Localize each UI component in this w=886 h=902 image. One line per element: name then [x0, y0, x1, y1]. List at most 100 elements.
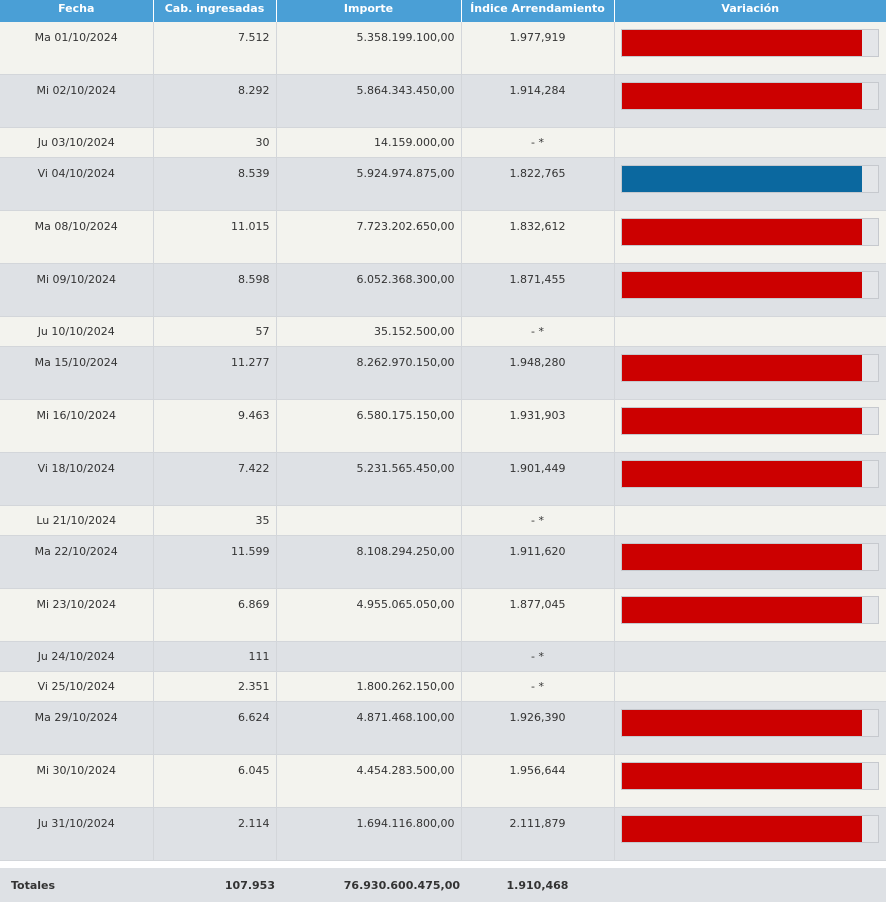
cell-fecha: Vi 18/10/2024: [0, 453, 153, 506]
cell-importe: 5.231.565.450,00: [276, 453, 461, 506]
cell-indice: - *: [461, 317, 614, 347]
cell-fecha: Ma 22/10/2024: [0, 536, 153, 589]
cell-importe: 35.152.500,00: [276, 317, 461, 347]
cell-cab-ingresadas: 11.277: [153, 347, 276, 400]
totals-indice: 1.910,468: [461, 868, 614, 902]
cell-fecha: Lu 21/10/2024: [0, 506, 153, 536]
cell-cab-ingresadas: 111: [153, 642, 276, 672]
variation-bar-track: [621, 596, 879, 624]
cell-fecha: Mi 16/10/2024: [0, 400, 153, 453]
cell-cab-ingresadas: 30: [153, 128, 276, 158]
cell-variacion: [614, 347, 886, 400]
cell-importe: [276, 642, 461, 672]
variation-bar-red: [622, 816, 863, 842]
cell-indice: 1.926,390: [461, 702, 614, 755]
cell-variacion: [614, 506, 886, 536]
cell-cab-ingresadas: 35: [153, 506, 276, 536]
totals-label: Totales: [0, 868, 153, 902]
cell-fecha: Mi 09/10/2024: [0, 264, 153, 317]
cell-indice: - *: [461, 506, 614, 536]
cell-variacion: [614, 400, 886, 453]
header-variacion[interactable]: Variación: [614, 0, 886, 22]
cell-importe: [276, 506, 461, 536]
cell-variacion: [614, 755, 886, 808]
cell-cab-ingresadas: 7.512: [153, 22, 276, 75]
cell-indice: 1.948,280: [461, 347, 614, 400]
cell-importe: 1.694.116.800,00: [276, 808, 461, 861]
header-importe[interactable]: Importe: [276, 0, 461, 22]
cell-cab-ingresadas: 7.422: [153, 453, 276, 506]
variation-bar-blue: [622, 166, 863, 192]
variation-bar-red: [622, 544, 863, 570]
variation-bar-track: [621, 543, 879, 571]
cell-variacion: [614, 453, 886, 506]
cell-variacion: [614, 672, 886, 702]
cell-cab-ingresadas: 6.624: [153, 702, 276, 755]
cell-cab-ingresadas: 57: [153, 317, 276, 347]
cell-variacion: [614, 536, 886, 589]
variation-bar-track: [621, 165, 879, 193]
variation-bar-track: [621, 354, 879, 382]
cell-importe: 5.924.974.875,00: [276, 158, 461, 211]
cell-cab-ingresadas: 8.292: [153, 75, 276, 128]
cell-cab-ingresadas: 6.045: [153, 755, 276, 808]
cell-variacion: [614, 22, 886, 75]
cell-fecha: Ju 24/10/2024: [0, 642, 153, 672]
cell-cab-ingresadas: 8.598: [153, 264, 276, 317]
cell-fecha: Vi 04/10/2024: [0, 158, 153, 211]
cell-variacion: [614, 642, 886, 672]
header-fecha[interactable]: Fecha: [0, 0, 153, 22]
variation-bar-red: [622, 219, 863, 245]
variation-bar-track: [621, 407, 879, 435]
cell-cab-ingresadas: 6.869: [153, 589, 276, 642]
cell-cab-ingresadas: 2.114: [153, 808, 276, 861]
variation-bar-red: [622, 461, 863, 487]
cell-indice: 1.914,284: [461, 75, 614, 128]
variation-bar-red: [622, 30, 863, 56]
totals-row: Totales 107.953 76.930.600.475,00 1.910,…: [0, 868, 886, 902]
variation-bar-red: [622, 272, 863, 298]
variation-bar-red: [622, 597, 863, 623]
cell-importe: 5.864.343.450,00: [276, 75, 461, 128]
cell-fecha: Mi 02/10/2024: [0, 75, 153, 128]
totals-variacion: [614, 868, 886, 902]
cell-indice: 1.877,045: [461, 589, 614, 642]
totals-cab: 107.953: [153, 868, 276, 902]
cell-cab-ingresadas: 8.539: [153, 158, 276, 211]
header-indice[interactable]: Índice Arrendamiento: [461, 0, 614, 22]
cell-cab-ingresadas: 2.351: [153, 672, 276, 702]
cell-fecha: Ju 10/10/2024: [0, 317, 153, 347]
cell-importe: 6.580.175.150,00: [276, 400, 461, 453]
variation-bar-track: [621, 82, 879, 110]
cell-fecha: Ju 03/10/2024: [0, 128, 153, 158]
table-header: Fecha Cab. ingresadas Importe Índice Arr…: [0, 0, 886, 22]
cell-variacion: [614, 808, 886, 861]
variation-bar-track: [621, 815, 879, 843]
cell-importe: 8.108.294.250,00: [276, 536, 461, 589]
cell-variacion: [614, 128, 886, 158]
cell-variacion: [614, 158, 886, 211]
header-cab-ingresadas[interactable]: Cab. ingresadas: [153, 0, 276, 22]
cell-cab-ingresadas: 9.463: [153, 400, 276, 453]
variation-bar-red: [622, 763, 863, 789]
cell-indice: 1.956,644: [461, 755, 614, 808]
cell-cab-ingresadas: 11.599: [153, 536, 276, 589]
table-footer: Totales 107.953 76.930.600.475,00 1.910,…: [0, 861, 886, 902]
cell-fecha: Mi 23/10/2024: [0, 589, 153, 642]
variation-bar-red: [622, 408, 863, 434]
cell-indice: 2.111,879: [461, 808, 614, 861]
variation-bar-track: [621, 709, 879, 737]
cell-fecha: Ma 08/10/2024: [0, 211, 153, 264]
